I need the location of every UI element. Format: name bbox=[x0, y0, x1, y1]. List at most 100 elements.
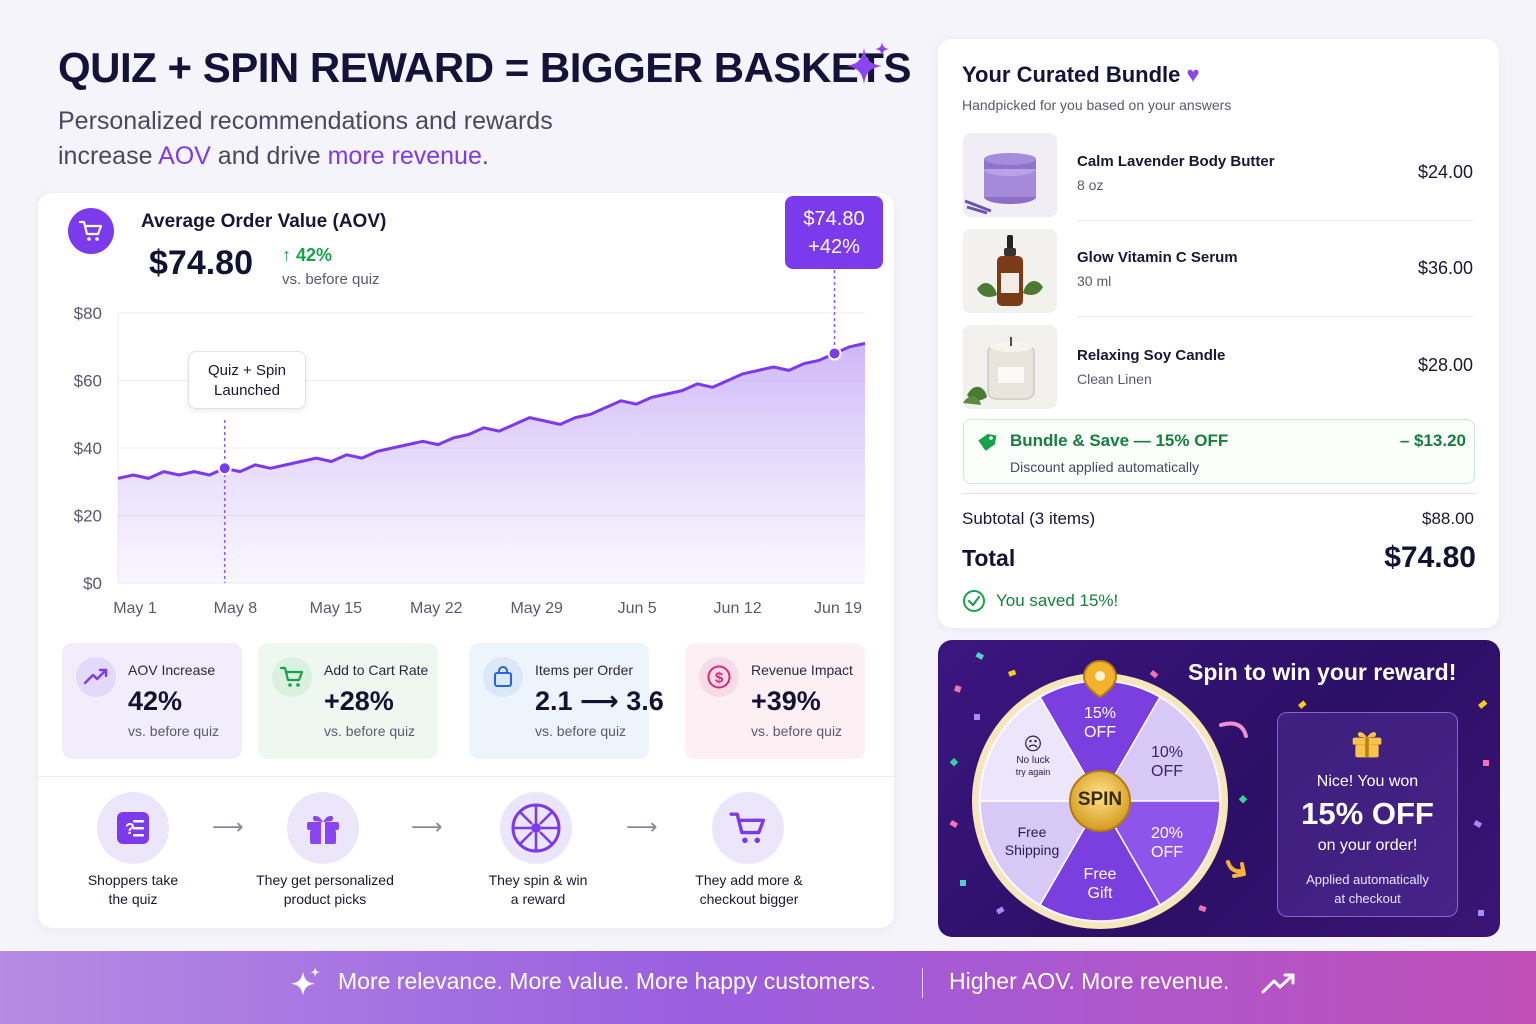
product-variant: 8 oz bbox=[1077, 177, 1104, 193]
cart-icon bbox=[68, 208, 114, 254]
y-tick-label: $60 bbox=[74, 372, 102, 391]
aov-comparison: vs. before quiz bbox=[282, 271, 380, 288]
stat-card-aov-increase: AOV Increase 42% vs. before quiz bbox=[62, 643, 242, 759]
flow-text-line: Shoppers take bbox=[87, 872, 179, 888]
x-tick-label: May 29 bbox=[510, 600, 563, 617]
discount-subtitle: Discount applied automatically bbox=[1010, 459, 1200, 475]
segment-text: try again bbox=[1015, 767, 1051, 777]
segment-text: 10% bbox=[1150, 744, 1184, 761]
flow-text-line: checkout bigger bbox=[699, 891, 799, 907]
flow-step-2: They get personalized product picks bbox=[235, 871, 415, 909]
arrow-right-icon: ⟶ bbox=[411, 814, 443, 839]
stat-value: 42% bbox=[128, 686, 183, 716]
subtitle-accent-revenue: more revenue bbox=[327, 142, 482, 170]
reward-note-line: Applied automatically bbox=[1306, 872, 1429, 887]
svg-text:$: $ bbox=[715, 670, 724, 687]
chart-area bbox=[118, 343, 865, 583]
flow-step-3: They spin & win a reward bbox=[448, 871, 628, 909]
wheel-segment-no-luck: ☹ No luck try again bbox=[1004, 733, 1062, 778]
subtitle-line-2: increase AOV and drive more revenue. bbox=[58, 139, 553, 174]
reward-subtext: on your order! bbox=[1317, 837, 1418, 854]
spin-title: Spin to win your reward! bbox=[1188, 659, 1457, 685]
segment-text: No luck bbox=[1016, 755, 1050, 766]
trend-up-icon bbox=[76, 657, 116, 697]
reward-value: 15% OFF bbox=[1301, 796, 1434, 831]
segment-10-off bbox=[1098, 696, 1221, 802]
annotation-line: Quiz + Spin bbox=[208, 362, 286, 379]
stat-value: +39% bbox=[751, 686, 821, 716]
gift-icon bbox=[1352, 732, 1382, 758]
bundle-title: Your Curated Bundle ♥ bbox=[962, 62, 1200, 88]
subtitle-text: increase bbox=[58, 142, 159, 170]
reward-heading: Nice! You won bbox=[1316, 773, 1419, 790]
bag-icon bbox=[483, 657, 523, 697]
page-subtitle: Personalized recommendations and rewards… bbox=[58, 104, 553, 174]
flow-text-line: They get personalized bbox=[256, 872, 394, 888]
segment-free-gift bbox=[1038, 799, 1162, 922]
segment-text: OFF bbox=[1151, 844, 1183, 861]
wheel-segment-10-off: 10% OFF bbox=[1141, 743, 1193, 781]
cart-icon bbox=[272, 657, 312, 697]
y-tick-label: $0 bbox=[83, 574, 102, 593]
subtitle-line-1: Personalized recommendations and rewards bbox=[58, 107, 553, 135]
flow-text-line: They spin & win bbox=[488, 872, 588, 888]
spin-button[interactable] bbox=[1069, 770, 1131, 832]
product-variant: 30 ml bbox=[1077, 273, 1112, 289]
wheel-segment-free-gift: Free Gift bbox=[1074, 865, 1126, 903]
check-circle-icon bbox=[963, 590, 985, 612]
product-image-serum[interactable] bbox=[963, 229, 1057, 313]
segment-text: OFF bbox=[1084, 724, 1116, 741]
footer-tagline-2: Higher AOV. More revenue. bbox=[949, 968, 1230, 994]
product-price: $36.00 bbox=[1417, 258, 1473, 278]
product-image-candle[interactable] bbox=[963, 325, 1057, 409]
spin-wheel[interactable] bbox=[966, 657, 1236, 932]
stat-card-items-per-order: Items per Order 2.1 ⟶ 3.6 vs. before qui… bbox=[469, 643, 664, 759]
product-variant: Clean Linen bbox=[1077, 371, 1152, 387]
product-name: Glow Vitamin C Serum bbox=[1077, 249, 1238, 266]
launch-point bbox=[217, 461, 232, 476]
product-image-body-butter[interactable] bbox=[963, 133, 1057, 217]
flow-step-4: They add more & checkout bigger bbox=[659, 871, 839, 909]
total-value: $74.80 bbox=[1384, 541, 1476, 574]
product-name: Relaxing Soy Candle bbox=[1077, 347, 1226, 364]
footer-tagline: More relevance. More value. More happy c… bbox=[338, 968, 877, 994]
tooltip-delta: +42% bbox=[808, 236, 860, 258]
footer-divider bbox=[922, 968, 923, 998]
trend-up-icon bbox=[1261, 973, 1295, 994]
discount-amount: – $13.20 bbox=[1399, 431, 1466, 450]
divider bbox=[962, 493, 1476, 494]
x-tick-label: Jun 12 bbox=[714, 600, 762, 617]
x-tick-label: May 22 bbox=[410, 600, 463, 617]
heart-icon: ♥ bbox=[1186, 62, 1200, 87]
gift-icon bbox=[287, 792, 359, 864]
spin-button-label[interactable]: SPIN bbox=[1077, 789, 1123, 810]
y-tick-label: $80 bbox=[74, 304, 102, 323]
confetti-decoration bbox=[949, 652, 1489, 916]
product-name: Calm Lavender Body Butter bbox=[1077, 153, 1275, 170]
stat-sub: vs. before quiz bbox=[751, 723, 843, 739]
wheel-icon bbox=[500, 792, 572, 864]
stat-label: Items per Order bbox=[535, 662, 634, 678]
stat-value: +28% bbox=[324, 686, 394, 716]
flow-text-line: product picks bbox=[283, 891, 367, 907]
aov-title: Average Order Value (AOV) bbox=[141, 211, 387, 232]
flow-step-1: Shoppers take the quiz bbox=[43, 871, 223, 909]
peak-value-tooltip: $74.80 +42% bbox=[785, 196, 883, 269]
arrow-right-icon: ⟶ bbox=[212, 814, 244, 839]
launch-annotation: Quiz + Spin Launched bbox=[188, 351, 306, 409]
stat-value: 2.1 ⟶ 3.6 bbox=[535, 686, 664, 716]
page-title: QUIZ + SPIN REWARD = BIGGER BASKETS bbox=[58, 44, 911, 91]
total-label: Total bbox=[962, 545, 1016, 571]
arrow-right-icon: ⟶ bbox=[626, 814, 658, 839]
annotation-line: Launched bbox=[214, 382, 280, 399]
dollar-icon: $ bbox=[699, 657, 739, 697]
bundle-subtitle: Handpicked for you based on your answers bbox=[962, 97, 1232, 113]
subtitle-text: . bbox=[481, 142, 489, 170]
stat-card-add-to-cart: Add to Cart Rate +28% vs. before quiz bbox=[258, 643, 438, 759]
y-tick-label: $20 bbox=[74, 507, 102, 526]
segment-text: OFF bbox=[1151, 763, 1183, 780]
segment-text: 20% bbox=[1150, 825, 1184, 842]
chart-line bbox=[117, 341, 866, 480]
discount-box bbox=[963, 419, 1475, 484]
wheel-segment-free-shipping: Free Shipping bbox=[996, 823, 1068, 859]
